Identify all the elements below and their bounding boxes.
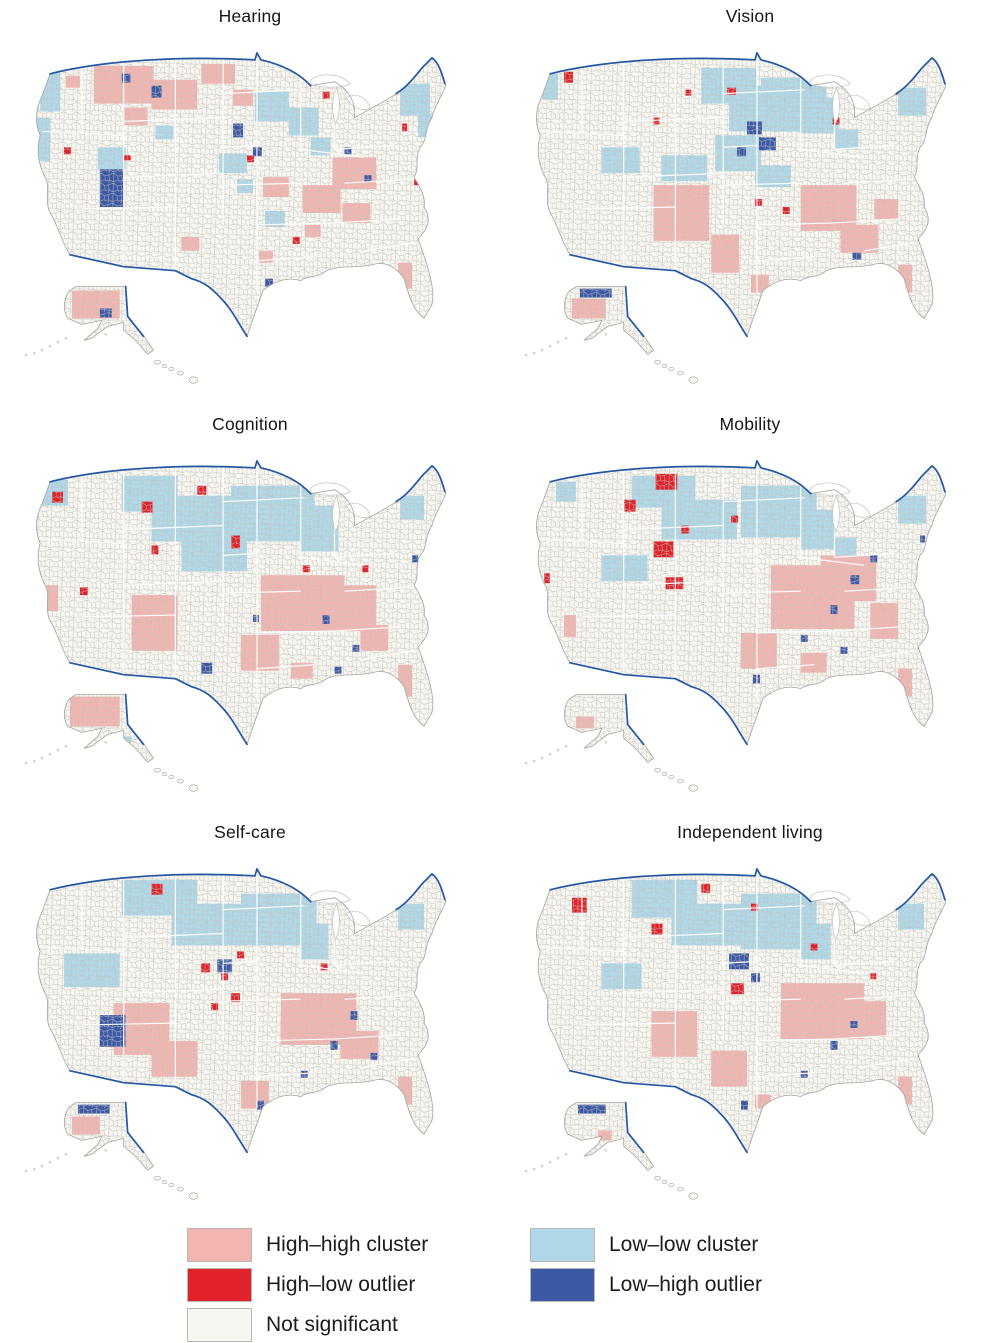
panel-title-mobility: Mobility [719, 414, 781, 434]
legend-label: Not significant [266, 1312, 398, 1336]
panel-title-hearing: Hearing [218, 6, 282, 26]
map-panel-independent-living: Independent living [500, 818, 1000, 1212]
map-panel-cognition: Cognition [0, 410, 500, 804]
map-panel-self-care: Self-care [0, 818, 500, 1212]
legend-item-low-high-outlier: Low–high outlier [530, 1266, 762, 1303]
low-high-outlier-swatch [530, 1267, 595, 1302]
map-panel-mobility: Mobility [500, 410, 1000, 804]
choropleth-map-self-care [0, 846, 500, 1212]
legend-label: High–low outlier [266, 1272, 416, 1296]
map-panel-vision: Vision [500, 2, 1000, 396]
panel-title-self-care: Self-care [214, 822, 286, 842]
high-low-outlier-swatch [187, 1267, 252, 1302]
choropleth-map-vision [500, 30, 1000, 396]
choropleth-map-cognition [0, 438, 500, 804]
choropleth-map-hearing [0, 30, 500, 396]
legend-label: Low–low cluster [609, 1232, 759, 1256]
panel-title-independent-living: Independent living [677, 822, 823, 842]
choropleth-map-mobility [500, 438, 1000, 804]
choropleth-map-independent-living [500, 846, 1000, 1212]
legend-item-high-high-cluster: High–high cluster [187, 1226, 530, 1263]
legend-item-not-significant: Not significant [187, 1306, 530, 1343]
legend-item-low-low-cluster: Low–low cluster [530, 1226, 762, 1263]
legend-item-high-low-outlier: High–low outlier [187, 1266, 530, 1303]
legend-column-right: Low–low cluster Low–high outlier [530, 1226, 762, 1303]
map-panel-hearing: Hearing [0, 2, 500, 396]
not-significant-swatch [187, 1307, 252, 1342]
map-grid: Hearing Vision [0, 2, 1000, 1212]
legend-column-left: High–high cluster High–low outlier Not s… [187, 1226, 530, 1343]
panel-title-vision: Vision [725, 6, 775, 26]
low-low-cluster-swatch [530, 1227, 595, 1262]
legend-label: High–high cluster [266, 1232, 429, 1256]
legend-label: Low–high outlier [609, 1272, 762, 1296]
legend: High–high cluster High–low outlier Not s… [0, 1226, 1000, 1343]
high-high-cluster-swatch [187, 1227, 252, 1262]
panel-title-cognition: Cognition [212, 414, 288, 434]
